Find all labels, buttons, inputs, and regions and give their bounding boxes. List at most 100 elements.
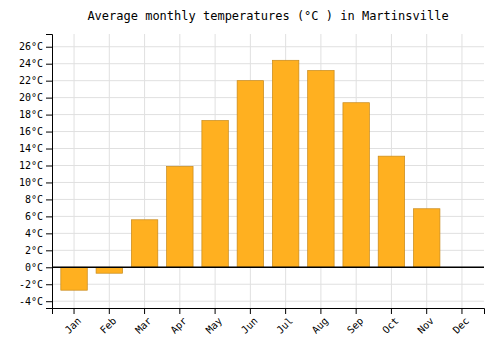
y-tick: -2°C [19,279,52,290]
bar [96,267,122,273]
x-tick-label: Sep [345,315,366,336]
y-tick-label: 16°C [19,126,43,137]
y-tick-label: 24°C [19,58,43,69]
bar [237,81,263,268]
y-tick-label: -4°C [19,296,43,307]
y-tick-label: 10°C [19,177,43,188]
y-tick-label: -2°C [19,279,43,290]
bar [378,156,404,267]
y-tick: 6°C [25,211,52,222]
y-axis-line [46,35,53,309]
grid [52,34,484,308]
y-tick-mark [46,115,52,116]
x-tick-mark [215,308,216,314]
y-tick-label: 0°C [25,262,43,273]
x-tick: Apr [168,308,189,336]
x-tick-mark [461,308,462,314]
x-tick: Mar [133,308,154,336]
x-tick-label: Jun [239,315,260,336]
y-tick: 20°C [19,92,52,103]
x-axis-line [53,309,485,315]
y-tick: 10°C [19,177,52,188]
x-tick-label: Mar [133,315,154,336]
x-tick-label: Jan [63,315,84,336]
y-tick-mark [46,301,52,302]
y-tick-mark [46,81,52,82]
y-tick: 26°C [19,41,52,52]
zero-line [52,267,484,269]
x-tick: Aug [310,308,331,336]
x-tick: Nov [415,308,436,336]
x-tick-mark [320,308,321,314]
x-tick: Jun [239,308,260,336]
x-tick-mark [391,308,392,314]
y-tick-mark [46,284,52,285]
x-tick-mark [426,308,427,314]
y-grid-line [52,114,484,115]
y-grid-line [52,97,484,98]
y-grid-line [52,199,484,200]
bar [308,70,334,267]
y-tick-label: 6°C [25,211,43,222]
y-grid-line [52,131,484,132]
x-tick-label: Aug [310,315,331,336]
x-tick-label: Apr [168,315,189,336]
x-tick-mark [144,308,145,314]
x-tick-label: Nov [415,315,436,336]
y-tick-label: 8°C [25,194,43,205]
x-tick: May [204,308,225,336]
bars [52,60,484,290]
y-axis: -4°C-2°C0°C2°C4°C6°C8°C10°C12°C14°C16°C1… [19,35,53,309]
y-tick: 8°C [25,194,52,205]
bar [167,166,193,267]
y-tick-label: 20°C [19,92,43,103]
y-tick-mark [46,132,52,133]
y-grid-line [52,284,484,285]
x-tick-label: Feb [98,315,119,336]
x-tick-label: Oct [380,315,401,336]
x-axis: Jan Feb Mar Apr May Jun Jul Aug Sep Oct Nov Dec [53,308,485,336]
y-tick-mark [46,149,52,150]
x-tick: Dec [451,308,472,336]
y-tick-mark [46,216,52,217]
y-tick: 14°C [19,143,52,154]
y-grid-line [52,301,484,302]
plot: -4°C-2°C0°C2°C4°C6°C8°C10°C12°C14°C16°C1… [19,34,485,336]
y-tick-mark [46,182,52,183]
x-tick-label: May [204,315,225,336]
x-tick: Sep [345,308,366,336]
chart: Average monthly temperatures (°C ) in Ma… [0,0,500,350]
bar [61,267,87,290]
x-tick-mark [285,308,286,314]
y-tick-label: 18°C [19,109,43,120]
x-tick-mark [179,308,180,314]
x-tick: Jul [274,308,295,336]
x-tick-mark [74,308,75,314]
y-tick-mark [46,199,52,200]
y-grid-line [52,182,484,183]
x-tick: Feb [98,308,119,336]
bar [131,220,157,268]
x-tick: Jan [63,308,84,336]
bar [202,121,228,268]
y-tick: 22°C [19,75,52,86]
x-tick-mark [356,308,357,314]
y-tick-mark [46,250,52,251]
y-tick-label: 22°C [19,75,43,86]
bar [413,209,439,268]
y-grid-line [52,148,484,149]
y-tick-mark [46,233,52,234]
y-tick: -4°C [19,296,52,307]
y-tick-label: 4°C [25,228,43,239]
y-tick-mark [46,267,52,268]
y-grid-line [52,267,484,268]
y-grid-line [52,165,484,166]
y-tick-label: 12°C [19,160,43,171]
bar [343,103,369,268]
y-tick-mark [46,165,52,166]
y-tick: 12°C [19,160,52,171]
y-tick-mark [46,47,52,48]
x-tick-label: Jul [274,315,295,336]
y-tick-label: 14°C [19,143,43,154]
y-tick-mark [46,64,52,65]
